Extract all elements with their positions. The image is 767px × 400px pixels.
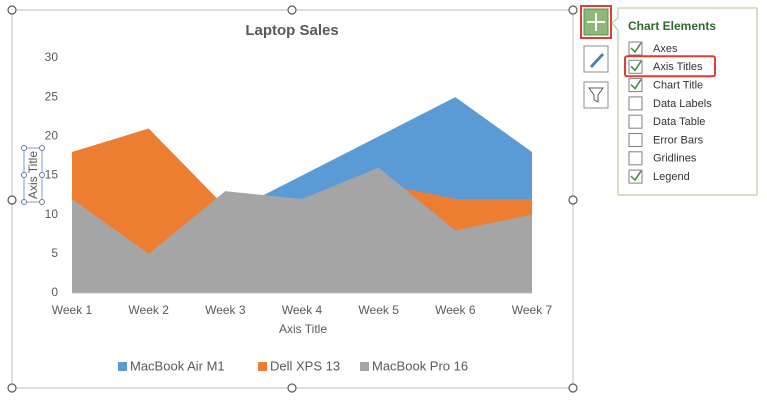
checkbox[interactable]	[628, 114, 643, 129]
chart-filters-button[interactable]	[583, 81, 609, 109]
panel-items: Axes Axis Titles Chart Title Data Labels Dat…	[624, 41, 716, 184]
y-axis-title: Axis Title	[26, 151, 40, 199]
selection-handles	[21, 145, 45, 205]
highlight-box	[624, 55, 716, 78]
x-axis-title: Axis Title	[279, 322, 327, 336]
y-tick-label: 30	[45, 50, 59, 64]
format-buttons	[580, 5, 612, 109]
brush-icon	[590, 53, 604, 68]
y-tick-label: 10	[45, 207, 59, 221]
chart-elements-panel: Chart Elements Axes Axis Titles Chart Titl…	[611, 7, 758, 196]
x-tick-label: Week 5	[358, 303, 399, 317]
checkbox[interactable]	[628, 133, 643, 147]
y-tick-label: 25	[45, 89, 59, 103]
panel-title: Chart Elements	[628, 19, 716, 33]
y-tick-label: 20	[45, 129, 59, 143]
item-label[interactable]: Legend	[653, 171, 690, 183]
x-tick-label: Week 4	[282, 303, 323, 317]
item-label[interactable]: Error Bars	[653, 134, 704, 146]
checkbox[interactable]	[628, 96, 643, 111]
legend-label[interactable]: MacBook Pro 16	[372, 358, 468, 373]
plus-icon	[587, 13, 605, 31]
check-mark	[630, 60, 642, 72]
legend-swatch	[258, 362, 267, 371]
y-tick-label: 0	[51, 285, 58, 299]
x-tick-label: Week 7	[512, 303, 553, 317]
y-tick-label: 15	[45, 168, 59, 182]
item-label[interactable]: Gridlines	[653, 153, 697, 165]
check-mark	[630, 170, 642, 182]
item-label[interactable]: Chart Title	[653, 80, 703, 92]
check-mark	[630, 42, 642, 54]
item-label[interactable]: Data Labels	[653, 98, 712, 110]
y-tick-label: 5	[51, 246, 58, 260]
chart-styles-button[interactable]	[583, 45, 609, 73]
x-tick-label: Week 3	[205, 303, 246, 317]
x-tick-label: Week 1	[52, 303, 93, 317]
item-label[interactable]: Data Table	[653, 116, 705, 128]
x-tick-label: Week 2	[128, 303, 169, 317]
area[interactable]	[72, 167, 532, 293]
chart-title: Laptop Sales	[245, 22, 338, 39]
panel-box	[611, 7, 758, 196]
item-label[interactable]: Axes	[653, 43, 678, 55]
legend-label[interactable]: MacBook Air M1	[130, 358, 225, 373]
checkbox[interactable]	[628, 151, 643, 166]
legend-swatch	[360, 362, 369, 371]
x-tick-label: Week 6	[435, 303, 476, 317]
filter-icon	[588, 87, 604, 103]
check-mark	[630, 79, 642, 90]
legend-swatch	[118, 362, 127, 371]
y-axis-title-selected: Axis Title	[21, 145, 45, 205]
plot-area: 0 5 10 15 20 25 30 Week 1 Week 2 Week 3 Week 4 Week…	[45, 50, 553, 373]
selected-outline	[580, 5, 612, 39]
item-label[interactable]: Axis Titles	[653, 61, 703, 73]
legend-label[interactable]: Dell XPS 13	[270, 358, 340, 373]
frame-handles	[7, 5, 578, 393]
